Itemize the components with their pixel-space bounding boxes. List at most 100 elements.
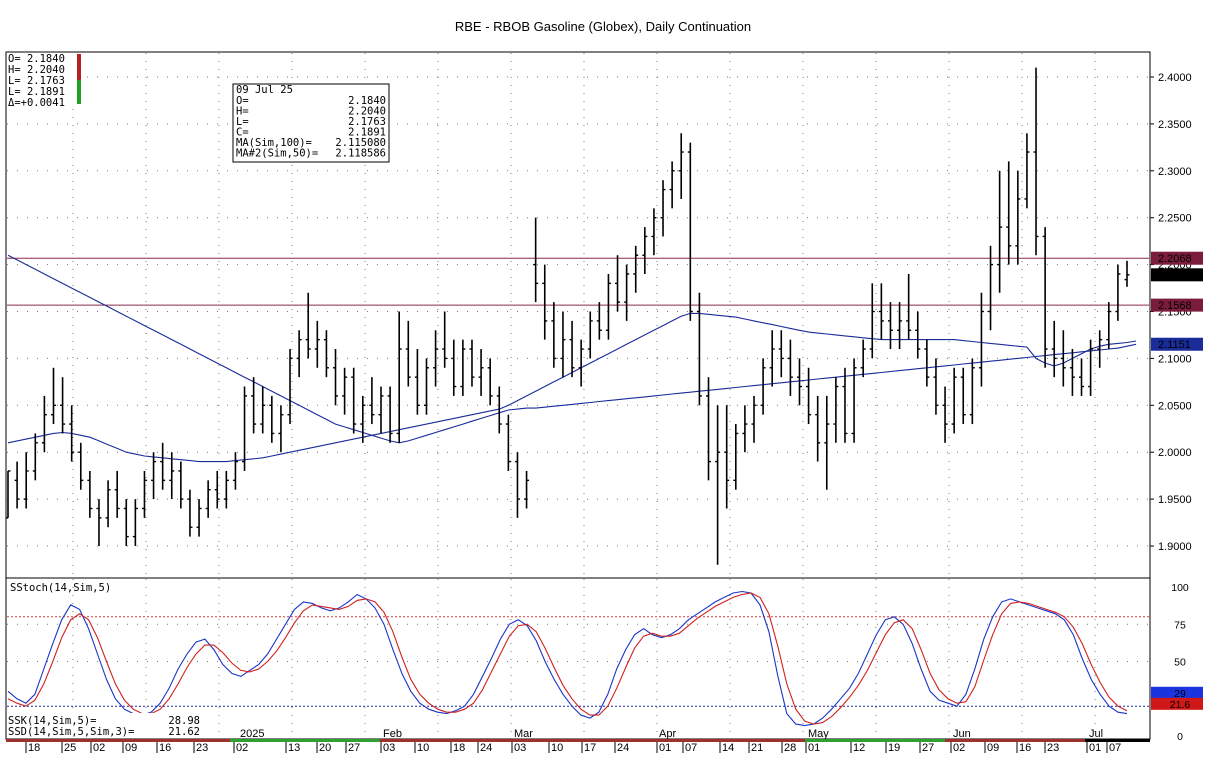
ohlc-bar — [715, 405, 721, 565]
ohlc-bar — [1024, 133, 1030, 209]
ohlc-bar — [1042, 227, 1048, 368]
x-day-label: 12 — [853, 742, 865, 754]
stoch-tick-label: 100 — [1171, 582, 1189, 594]
y-tick-label: 2.0000 — [1158, 447, 1192, 459]
ohlc-bar — [696, 292, 702, 406]
x-day-label: 10 — [551, 742, 563, 754]
info-box: 09 Jul 25 O= 2.1840 H= 2.2040 L= 2.1763 C= 2.18… — [232, 83, 390, 163]
ohlc-bar — [1124, 260, 1130, 287]
y-tick-label: 2.4000 — [1158, 72, 1192, 84]
x-month-label: Mar — [514, 728, 533, 740]
ohlc-bar — [232, 452, 238, 490]
ohlc-bar — [806, 367, 812, 425]
x-day-label: 25 — [64, 742, 76, 754]
ohlc-bar — [14, 461, 20, 509]
ohlc-bar — [1051, 320, 1057, 378]
ohlc-bar — [260, 386, 266, 434]
ssk-label: SSK(14,Sim,5)= — [8, 715, 97, 727]
ohlc-bar — [924, 339, 930, 387]
info-key: MA#2(Sim,50)= — [236, 148, 318, 160]
x-day-label: 17 — [584, 742, 596, 754]
ohlc-bar — [50, 367, 56, 425]
x-day-label: 02 — [953, 742, 965, 754]
ohlc-bar — [906, 273, 912, 340]
x-day-label: 07 — [1109, 742, 1121, 754]
x-day-label: 28 — [784, 742, 796, 754]
ohlc-bar — [1097, 330, 1103, 368]
ohlc-bar — [869, 283, 875, 359]
ohlc-bar — [1079, 358, 1085, 396]
price-labels: 2.2068 2.1891 2.1568 2.1151 — [1151, 251, 1203, 351]
ohlc-bar — [796, 358, 802, 406]
y-tick-label: 1.9500 — [1158, 494, 1192, 506]
x-day-label: 23 — [1047, 742, 1059, 754]
info-value: 2.115080 — [335, 137, 386, 149]
x-day-label: 16 — [159, 742, 171, 754]
ohlc-bar — [551, 302, 557, 368]
y-tick-label: 2.3000 — [1158, 166, 1192, 178]
grid-lines — [7, 53, 1149, 738]
ohlc-bar — [141, 470, 147, 518]
x-day-label: 13 — [288, 742, 300, 754]
stoch-value-ssk: 29 — [1174, 688, 1186, 700]
month-strip — [510, 739, 655, 742]
ohlc-bar — [96, 499, 102, 546]
y-tick-label: 2.2500 — [1158, 213, 1192, 225]
ohlc-bar — [342, 367, 348, 415]
chart-title: RBE - RBOB Gasoline (Globex), Daily Cont… — [454, 19, 752, 34]
ohlc-bar — [997, 170, 1003, 293]
stoch-value-box — [1151, 697, 1203, 710]
ohlc-open: O= 2.1840 — [8, 53, 65, 65]
x-day-label: 09 — [987, 742, 999, 754]
ohlc-bar — [296, 330, 302, 378]
ohlc-bar — [160, 442, 166, 490]
ohlc-bar — [787, 339, 793, 396]
ohlc-bar — [760, 358, 766, 415]
ohlc-low: L= 2.1763 — [8, 75, 65, 87]
ohlc-bar — [60, 377, 66, 434]
price-label-last: 2.1891 — [1158, 270, 1192, 282]
ohlc-bar — [196, 499, 202, 537]
ohlc-bar — [496, 386, 502, 434]
ohlc-bar — [23, 452, 29, 509]
x-day-label: 01 — [808, 742, 820, 754]
ohlc-bar — [505, 414, 511, 471]
ohlc-bar — [960, 367, 966, 425]
ohlc-bar — [123, 499, 129, 546]
price-label-ma: 2.1151 — [1158, 339, 1191, 351]
ohlc-bar — [360, 395, 366, 443]
ohlc-bar — [423, 358, 429, 415]
ohlc-bar — [969, 358, 975, 425]
x-day-label: 03 — [514, 742, 526, 754]
x-day-label: 02 — [93, 742, 105, 754]
x-day-label: 07 — [685, 742, 697, 754]
ohlc-bar — [851, 358, 857, 443]
x-day-label: 09 — [125, 742, 137, 754]
ohlc-bar — [978, 292, 984, 387]
price-label-box — [1151, 298, 1203, 312]
x-day-label: 24 — [617, 742, 629, 754]
ohlc-bar — [933, 358, 939, 415]
info-date: 09 Jul 25 — [236, 84, 293, 96]
x-day-label: 03 — [383, 742, 395, 754]
y-tick-label: 2.1000 — [1158, 353, 1192, 365]
ohlc-bar — [1106, 302, 1112, 350]
ssk-line — [7, 590, 1128, 727]
ohlc-bar — [542, 264, 548, 340]
ohlc-readout: O= 2.1840 H= 2.2040 L= 2.1763 L= 2.1891 … — [7, 53, 83, 109]
ohlc-bar — [169, 452, 175, 500]
ohlc-bar — [41, 395, 47, 453]
ohlc-bar — [824, 395, 830, 490]
ohlc-high: H= 2.2040 — [8, 64, 65, 76]
x-month-label: Feb — [383, 728, 402, 740]
y-tick-label: 2.3500 — [1158, 119, 1192, 131]
ohlc-bar — [378, 386, 384, 434]
price-label-box — [1151, 337, 1203, 351]
ohlc-bar — [387, 386, 393, 443]
x-day-label: 18 — [28, 742, 40, 754]
ohlc-bar — [733, 424, 739, 490]
month-strip — [6, 739, 230, 742]
ohlc-bar — [396, 311, 402, 443]
ohlc-bar — [860, 339, 866, 378]
